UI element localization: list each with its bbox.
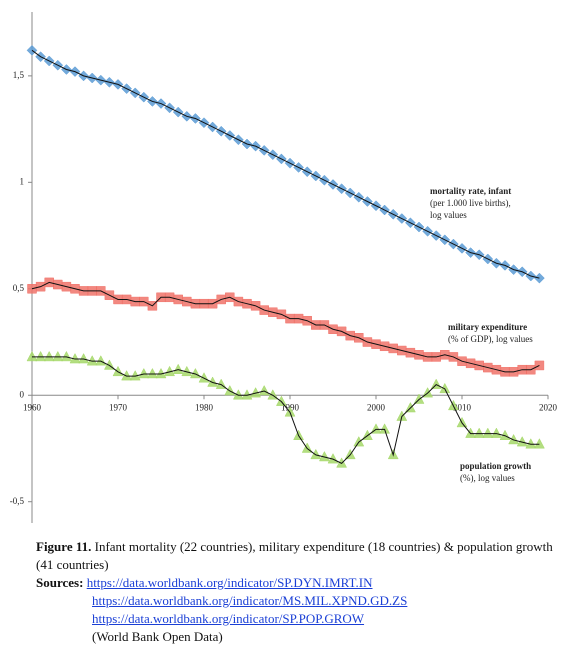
triangle-marker: [43, 350, 55, 362]
triangle-marker: [404, 401, 416, 413]
sources-label: Sources:: [36, 575, 84, 590]
source-note: (World Bank Open Data): [92, 629, 223, 644]
triangle-marker: [224, 384, 236, 396]
triangle-marker: [473, 427, 485, 438]
triangle-marker: [353, 436, 365, 447]
triangle-marker: [275, 395, 287, 406]
x-tick-label: 2010: [453, 402, 472, 412]
x-tick-label: 2000: [367, 402, 386, 412]
triangle-marker: [60, 350, 72, 362]
sources-row: https://data.worldbank.org/indicator/MS.…: [36, 592, 556, 610]
triangle-marker: [198, 372, 210, 383]
annotation-title: mortality rate, infant: [430, 186, 511, 196]
source-link[interactable]: https://data.worldbank.org/indicator/SP.…: [92, 611, 365, 626]
y-tick-label: -0,5: [10, 496, 25, 506]
triangle-marker: [430, 378, 442, 389]
trend-line: [31, 281, 540, 373]
trend-line: [32, 356, 540, 464]
x-tick-label: 1960: [23, 402, 42, 412]
y-tick-label: 1: [20, 176, 25, 186]
x-tick-label: 2020: [539, 402, 558, 412]
caption: Figure 11. Infant mortality (22 countrie…: [36, 538, 556, 646]
triangle-marker: [146, 367, 158, 379]
triangle-marker: [26, 350, 38, 362]
sources-row: Sources: https://data.worldbank.org/indi…: [36, 574, 556, 592]
figure-label: Figure 11.: [36, 539, 92, 554]
trend-line: [31, 49, 540, 279]
triangle-marker: [310, 448, 322, 460]
y-tick-label: 1,5: [13, 70, 25, 80]
triangle-marker: [439, 382, 451, 394]
caption-text: Figure 11. Infant mortality (22 countrie…: [36, 538, 556, 574]
triangle-marker: [533, 438, 545, 449]
triangle-marker: [482, 427, 494, 438]
triangle-marker: [508, 433, 520, 445]
triangle-marker: [258, 384, 270, 396]
triangle-marker: [396, 410, 408, 421]
triangle-marker: [52, 350, 64, 362]
triangle-marker: [413, 393, 425, 404]
triangle-marker: [112, 365, 124, 377]
triangle-marker: [379, 423, 391, 434]
annotation-title: military expenditure: [448, 322, 527, 332]
triangle-marker: [232, 389, 244, 400]
y-tick-label: 0: [20, 389, 25, 399]
source-link[interactable]: https://data.worldbank.org/indicator/SP.…: [86, 575, 373, 590]
triangle-marker: [78, 353, 90, 364]
source-link[interactable]: https://data.worldbank.org/indicator/MS.…: [92, 593, 408, 608]
y-tick-label: 0,5: [13, 283, 25, 293]
annotation-text: (% of GDP), log values: [448, 334, 533, 344]
x-tick-label: 1970: [109, 402, 128, 412]
figure-text: Infant mortality (22 countries), militar…: [36, 539, 553, 572]
sources-row: https://data.worldbank.org/indicator/SP.…: [36, 610, 556, 628]
annotation-text: (per 1.000 live births),: [430, 198, 511, 208]
x-tick-label: 1980: [195, 402, 214, 412]
annotation-title: population growth: [460, 461, 531, 471]
triangle-marker: [121, 370, 133, 381]
triangle-marker: [207, 376, 219, 387]
triangle-marker: [490, 427, 502, 438]
annotation-text: (%), log values: [460, 473, 515, 483]
triangle-marker: [95, 355, 107, 366]
triangle-marker: [172, 363, 184, 374]
chart: -0,500,511,51960197019801990200020102020…: [10, 12, 558, 523]
annotation-text: log values: [430, 210, 467, 220]
triangle-marker: [35, 350, 47, 362]
triangle-marker: [138, 367, 150, 379]
